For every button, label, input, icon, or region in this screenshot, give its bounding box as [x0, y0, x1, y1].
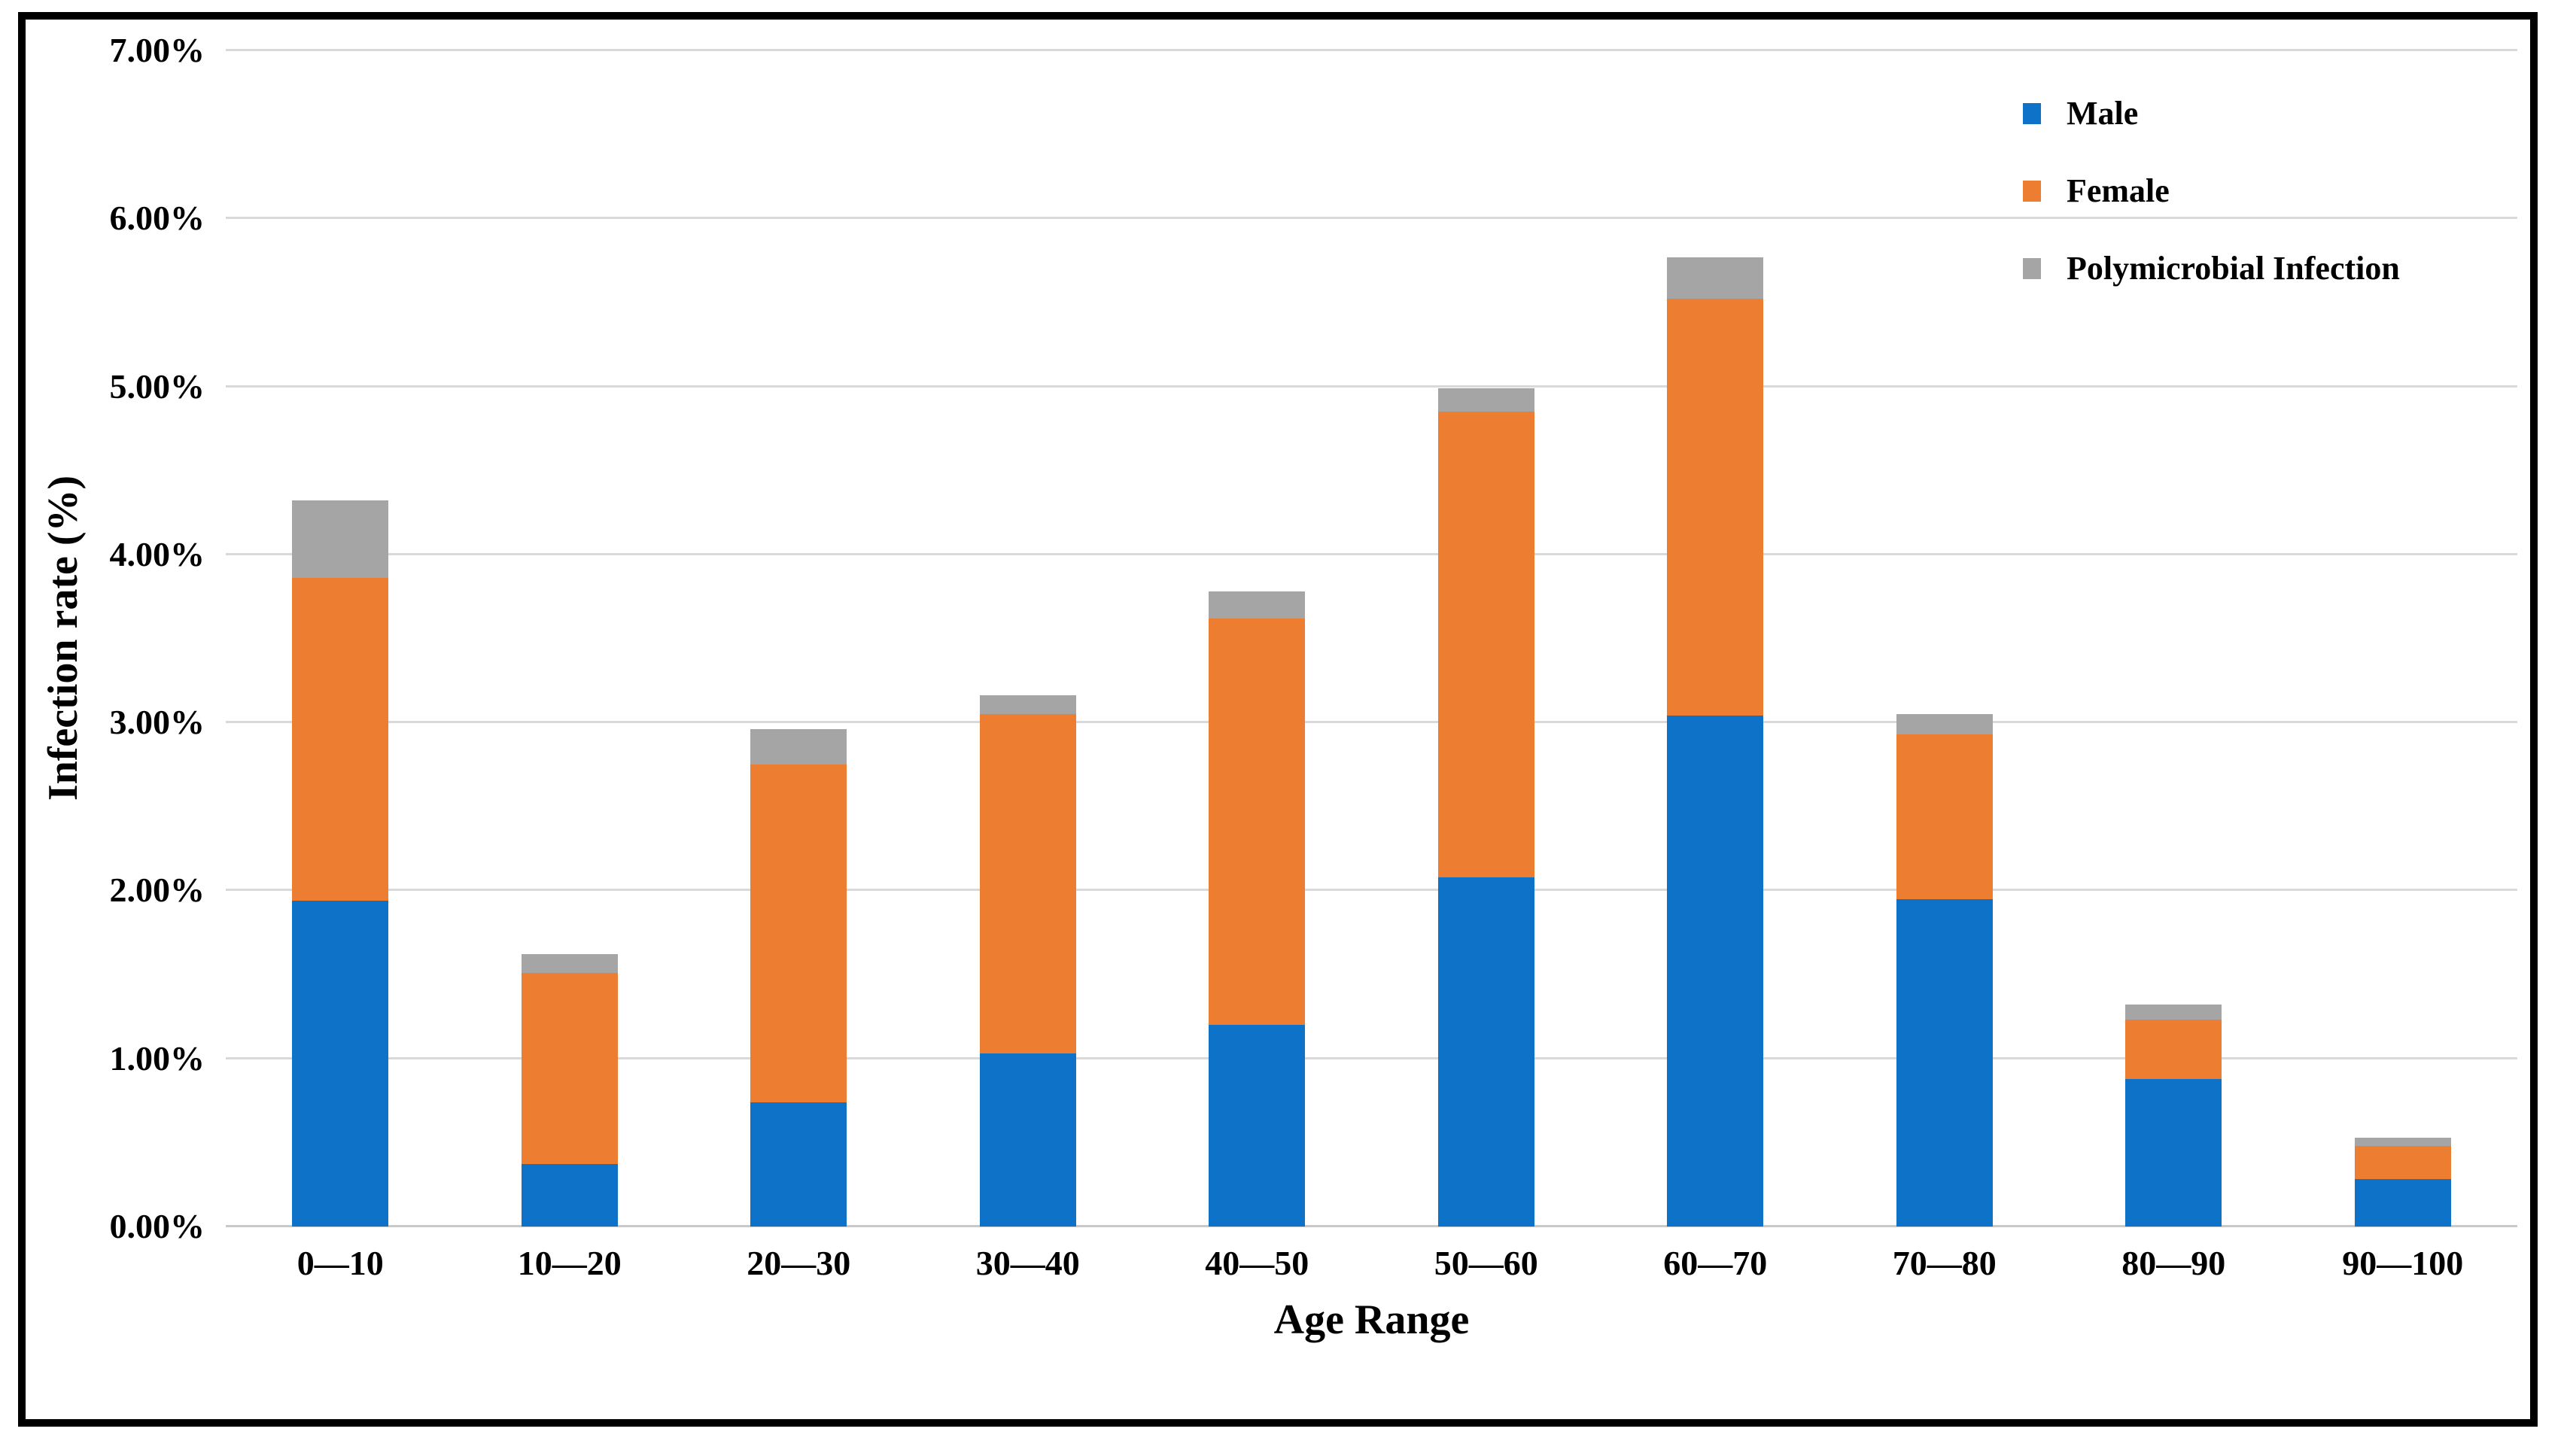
- bar-stack-90—100: [2354, 1137, 2451, 1227]
- bar-stack-30—40: [979, 695, 1076, 1227]
- bar-stack-0—10: [292, 500, 389, 1227]
- bar-segment-male: [1437, 877, 1534, 1227]
- legend-label: Male: [2067, 95, 2139, 132]
- legend-item-female: Female: [2023, 152, 2400, 229]
- bar-segment-female: [1667, 299, 1764, 716]
- gridline-5pct: [226, 385, 2517, 388]
- bar-segment-male: [2125, 1078, 2222, 1227]
- bar-segment-male: [1209, 1025, 1306, 1227]
- bar-segment-female: [979, 714, 1076, 1054]
- y-tick-label: 6.00%: [109, 199, 205, 238]
- bar-segment-polymicrobial-infection: [2125, 1005, 2222, 1020]
- bar-stack-80—90: [2125, 1005, 2222, 1227]
- bar-segment-polymicrobial-infection: [750, 729, 847, 764]
- bar-stack-10—20: [521, 954, 618, 1227]
- x-tick-label: 90—100: [2342, 1244, 2464, 1282]
- x-axis-tick-labels: 0—10 10—20 20—30 30—40 40—50 50—60 60—70 70—80 8…: [226, 1243, 2517, 1296]
- bar-segment-female: [2354, 1145, 2451, 1180]
- bar-segment-male: [750, 1102, 847, 1227]
- y-axis-tick-labels: 0.00% 1.00% 2.00% 3.00% 4.00% 5.00% 6.00% 7.00%: [0, 0, 205, 1456]
- bar-segment-female: [521, 972, 618, 1165]
- y-tick-label: 4.00%: [109, 534, 205, 573]
- legend-label: Polymicrobial Infection: [2067, 250, 2400, 287]
- bar-segment-female: [2125, 1020, 2222, 1079]
- bar-segment-female: [292, 578, 389, 901]
- bar-segment-polymicrobial-infection: [2354, 1137, 2451, 1146]
- legend-item-male: Male: [2023, 74, 2400, 152]
- bar-segment-polymicrobial-infection: [521, 954, 618, 973]
- bar-segment-female: [750, 764, 847, 1102]
- bar-segment-polymicrobial-infection: [292, 500, 389, 579]
- y-tick-label: 0.00%: [109, 1207, 205, 1245]
- y-tick-label: 3.00%: [109, 703, 205, 742]
- y-tick-label: 2.00%: [109, 871, 205, 910]
- x-tick-label: 60—70: [1663, 1244, 1768, 1282]
- y-tick-label: 5.00%: [109, 366, 205, 406]
- bar-segment-male: [1896, 898, 1993, 1227]
- bar-segment-male: [2354, 1179, 2451, 1227]
- bar-segment-female: [1896, 734, 1993, 899]
- legend-swatch-icon: [2023, 102, 2041, 124]
- gridline-7pct: [226, 49, 2517, 51]
- bar-stack-40—50: [1209, 591, 1306, 1227]
- legend-swatch-icon: [2023, 257, 2041, 279]
- gridline-6pct: [226, 217, 2517, 220]
- gridline-4pct: [226, 552, 2517, 555]
- gridline-1pct: [226, 1056, 2517, 1059]
- bar-segment-male: [292, 900, 389, 1227]
- x-tick-label: 50—60: [1434, 1244, 1538, 1282]
- plot-area: [226, 49, 2517, 1227]
- legend-item-polymicrobial-infection: Polymicrobial Infection: [2023, 229, 2400, 307]
- bar-stack-50—60: [1437, 388, 1534, 1227]
- x-tick-label: 0—10: [297, 1244, 384, 1282]
- bar-segment-polymicrobial-infection: [1896, 714, 1993, 734]
- x-axis-title: Age Range: [1273, 1296, 1470, 1343]
- bar-segment-male: [521, 1164, 618, 1227]
- bar-stack-60—70: [1667, 257, 1764, 1227]
- x-tick-label: 30—40: [975, 1244, 1080, 1282]
- x-axis-line: [226, 1225, 2517, 1227]
- bar-segment-polymicrobial-infection: [1667, 257, 1764, 299]
- legend-label: Female: [2067, 172, 2170, 209]
- x-tick-label: 40—50: [1205, 1244, 1309, 1282]
- legend-swatch-icon: [2023, 180, 2041, 202]
- gridline-3pct: [226, 721, 2517, 724]
- legend: Male Female Polymicrobial Infection: [2023, 74, 2400, 307]
- bar-segment-polymicrobial-infection: [1209, 591, 1306, 619]
- bar-segment-male: [979, 1053, 1076, 1227]
- bar-segment-male: [1667, 716, 1764, 1227]
- bar-stack-20—30: [750, 729, 847, 1227]
- x-tick-label: 80—90: [2121, 1244, 2226, 1282]
- bar-segment-polymicrobial-infection: [979, 695, 1076, 714]
- y-tick-label: 7.00%: [109, 31, 205, 69]
- x-tick-label: 20—30: [747, 1244, 851, 1282]
- bar-segment-polymicrobial-infection: [1437, 388, 1534, 412]
- bar-segment-female: [1209, 618, 1306, 1026]
- bar-segment-female: [1437, 412, 1534, 877]
- y-tick-label: 1.00%: [109, 1038, 205, 1078]
- x-tick-label: 10—20: [517, 1244, 622, 1282]
- gridline-2pct: [226, 889, 2517, 892]
- x-tick-label: 70—80: [1892, 1244, 1997, 1282]
- bar-stack-70—80: [1896, 714, 1993, 1227]
- y-axis-title: Infection rate (%): [40, 475, 87, 801]
